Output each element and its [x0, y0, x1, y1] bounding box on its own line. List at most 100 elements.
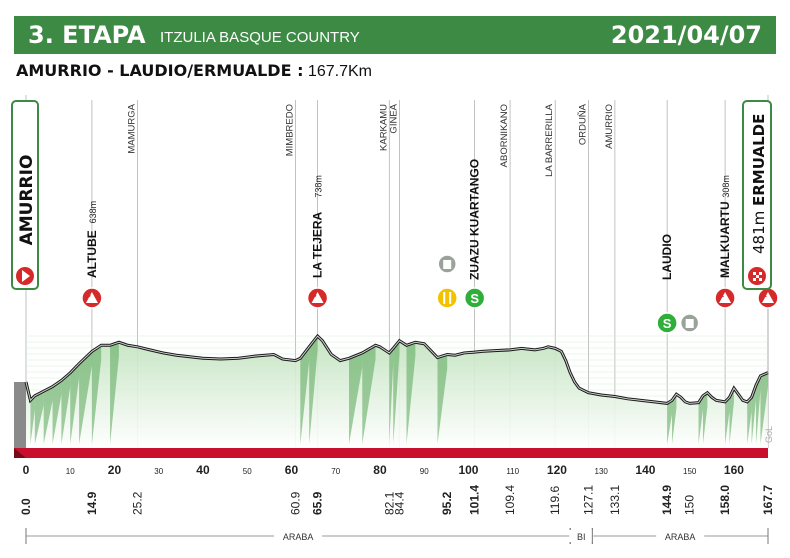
- sprint: ZUAZU KUARTANGO: [468, 159, 482, 280]
- place: AMURRIO: [604, 104, 615, 149]
- km-marker-label: 127.1: [581, 485, 595, 515]
- race-name: ITZULIA BASQUE COUNTRY: [160, 29, 360, 46]
- km-marker-label: 109.4: [503, 485, 517, 515]
- x-tick-label: 130: [595, 467, 609, 476]
- mountain-icon: [311, 292, 324, 303]
- km-marker: 144.9: [660, 485, 674, 515]
- climb-label: ALTUBE: [85, 230, 99, 278]
- climb-segment: [34, 391, 44, 444]
- x-tick-label: 60: [285, 463, 299, 477]
- checker-square: [759, 278, 762, 281]
- region-label: ARABA: [283, 532, 314, 542]
- sprint-badge-letter: S: [663, 316, 672, 331]
- sprint-badge-letter: S: [470, 291, 479, 306]
- place: LA BARRERILLA: [544, 103, 555, 177]
- stage-number: 3. ETAPA: [28, 21, 146, 49]
- climb-segment: [348, 352, 363, 444]
- start-block: [14, 382, 26, 448]
- route-name: AMURRIO - LAUDIO/ERMUALDE :: [16, 61, 304, 80]
- climb-segment: [760, 372, 768, 444]
- climb: MALKUARTU 308m: [718, 175, 732, 278]
- climb-segment: [725, 397, 730, 444]
- climb-segment: [389, 348, 394, 444]
- climb: ALTUBE 638m: [85, 201, 99, 278]
- x-tick-label: 70: [331, 467, 340, 476]
- km-marker: 167.7: [761, 485, 775, 515]
- climb-segment: [362, 345, 376, 444]
- profile-area: [26, 336, 768, 448]
- place: ORDUÑA: [577, 103, 588, 145]
- climb-segment: [52, 380, 62, 444]
- x-tick-label: 110: [506, 467, 519, 476]
- km-marker: 60.9: [288, 491, 302, 515]
- climb-segment: [751, 385, 757, 444]
- start-box: [11, 100, 39, 290]
- mountain-icon: [85, 292, 98, 303]
- x-tick-label: 30: [154, 467, 163, 476]
- km-marker: 133.1: [608, 485, 622, 515]
- km-marker-label: 167.7: [761, 485, 775, 515]
- stage-date: 2021/04/07: [610, 21, 762, 49]
- x-tick-label: 80: [373, 463, 387, 477]
- place: GINEA: [388, 103, 399, 133]
- km-marker-label: 95.2: [440, 491, 454, 515]
- km-marker: 158.0: [718, 485, 732, 515]
- checker-square: [753, 278, 756, 281]
- mountain-icon: [719, 292, 732, 303]
- climb-segment: [437, 354, 448, 444]
- finish-label: 481m ERMUALDE: [750, 114, 768, 254]
- finish: 481m ERMUALDE: [750, 114, 768, 254]
- climb-label: MALKUARTU: [718, 201, 732, 278]
- km-marker: 0.0: [19, 498, 33, 515]
- sprint-badge: [463, 287, 486, 309]
- x-tick-label: 100: [458, 463, 478, 477]
- region-label: ARABA: [665, 532, 696, 542]
- x-tick-label: 20: [108, 463, 122, 477]
- place-label: MIMBREDO: [284, 104, 295, 156]
- km-marker-label: 25.2: [130, 491, 144, 515]
- km-marker: 25.2: [130, 491, 144, 515]
- climb-segment: [393, 340, 400, 444]
- km-marker-label: 0.0: [19, 498, 33, 515]
- place-label: AMURRIO: [604, 104, 615, 149]
- place-label: GINEA: [388, 103, 399, 133]
- climb-altitude: 308m: [721, 175, 731, 198]
- km-marker: 150: [683, 495, 697, 515]
- place: KARKAMU: [378, 104, 389, 151]
- km-marker: 82.1: [382, 491, 396, 515]
- km-marker: 101.4: [468, 485, 482, 515]
- sprint-label: LAUDIO: [660, 234, 674, 280]
- climb-segment: [667, 400, 672, 444]
- bin-icon-shape: [443, 260, 452, 269]
- climb-segment: [698, 395, 703, 444]
- climb-segment: [43, 386, 53, 444]
- place: MAMURGA: [126, 103, 137, 153]
- climb-segment: [747, 397, 752, 444]
- place-label: ORDUÑA: [577, 103, 588, 145]
- finish-name: ERMUALDE: [750, 114, 768, 206]
- region-bg: [569, 530, 594, 542]
- axis-bar-shade: [14, 448, 26, 458]
- km-marker-label: 133.1: [608, 485, 622, 515]
- place-label: MAMURGA: [126, 103, 137, 153]
- climb-segment: [309, 336, 318, 444]
- x-tick-label: 50: [243, 467, 252, 476]
- place: ABORNIKANO: [499, 104, 510, 167]
- climb-segment: [671, 394, 677, 444]
- checker-square: [753, 272, 756, 275]
- km-marker: 84.4: [392, 491, 406, 515]
- climb-altitude: 738m: [314, 175, 324, 198]
- route-distance: 167.7Km: [307, 63, 372, 80]
- climb-segment: [406, 342, 416, 444]
- km-marker-label: 14.9: [85, 491, 99, 515]
- climb-segment: [756, 375, 761, 444]
- finish-box: [742, 100, 772, 290]
- watermark: GoL: [764, 426, 774, 443]
- km-marker-label: 101.4: [468, 485, 482, 515]
- checker-square: [759, 272, 762, 275]
- climb-segment: [30, 395, 35, 444]
- region-bg: [274, 530, 323, 542]
- km-marker-label: 158.0: [718, 485, 732, 515]
- x-tick-label: 160: [724, 463, 744, 477]
